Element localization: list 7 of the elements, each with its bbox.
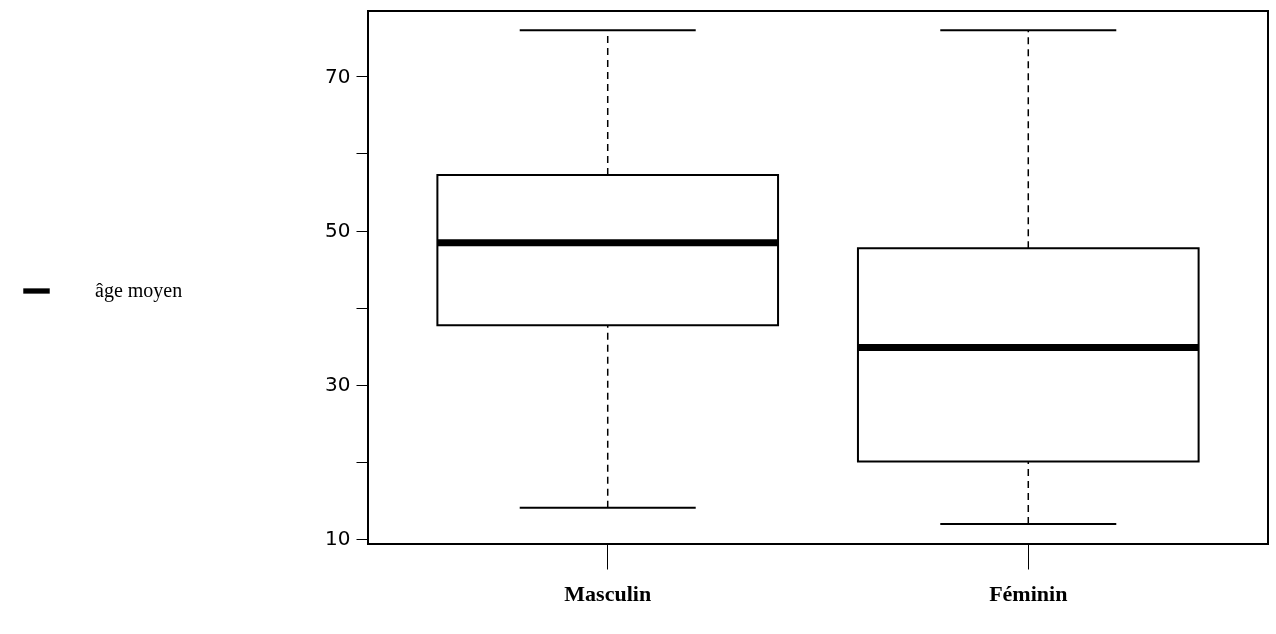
y-tick-label: 70: [325, 63, 351, 88]
x-tick-label: Féminin: [989, 580, 1068, 606]
y-tick-label: 10: [325, 526, 351, 551]
y-tick-label: 30: [325, 372, 351, 397]
y-tick-label: 50: [325, 218, 351, 243]
legend-label: âge moyen: [95, 279, 183, 302]
x-tick-label: Masculin: [564, 580, 652, 606]
